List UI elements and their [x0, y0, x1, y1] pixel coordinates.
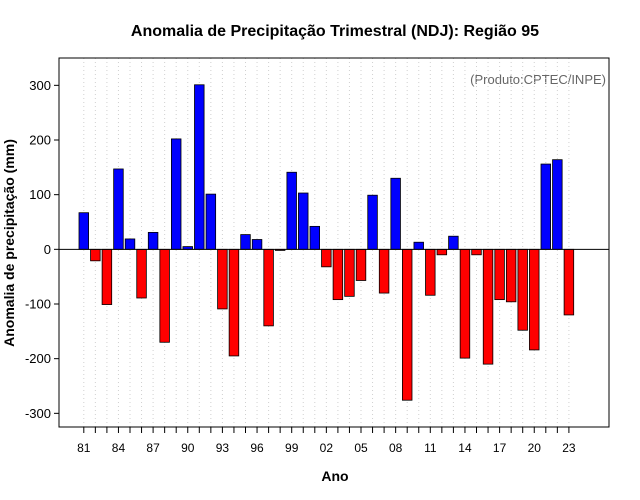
y-tick-label: -100: [25, 297, 51, 312]
bar-2013: [448, 235, 459, 250]
x-tick-label: 93: [216, 441, 230, 455]
x-tick-label: 87: [146, 441, 160, 455]
bar-1991: [194, 84, 205, 250]
bar-2015: [471, 248, 482, 256]
bar-2011: [425, 248, 436, 296]
chart-title: Anomalia de Precipitação Trimestral (NDJ…: [131, 23, 539, 40]
x-tick-label: 17: [493, 441, 507, 455]
y-tick-label: 200: [29, 133, 51, 148]
bar-2005: [355, 248, 367, 281]
x-tick-label: 05: [354, 441, 368, 455]
bar-2001: [309, 225, 321, 250]
bar-2012: [436, 248, 448, 256]
bar-1989: [170, 138, 182, 250]
x-tick-label: 84: [112, 441, 126, 455]
axes: -300 -200 -100 0 100 200 300 81 84 87 90 93 96 99 02 05…: [25, 78, 609, 455]
bar-1997: [263, 248, 274, 327]
x-tick-label: 11: [424, 441, 437, 455]
bar-1999: [286, 171, 297, 250]
bar-1987: [147, 231, 159, 250]
bar-2009: [401, 248, 413, 401]
bar-2002: [321, 248, 332, 268]
y-tick-label: 0: [44, 242, 51, 257]
bar-1982: [90, 248, 101, 262]
y-axis-label: Anomalia de precipitação (mm): [1, 139, 17, 347]
x-axis-label: Ano: [321, 468, 348, 484]
bar-1984: [113, 168, 124, 250]
x-tick-label: 99: [285, 441, 299, 455]
x-tick-label: 81: [77, 441, 91, 455]
x-tick-label: 02: [320, 441, 334, 455]
x-tick-label: 20: [528, 441, 542, 455]
bar-2022: [552, 159, 563, 250]
bar-2008: [390, 177, 401, 250]
y-tick-label: 100: [29, 187, 51, 202]
bar-2021: [540, 163, 552, 250]
bar-1996: [251, 239, 263, 250]
bar-2017: [494, 248, 505, 301]
x-tick-label: 96: [250, 441, 264, 455]
bar-1988: [159, 248, 170, 343]
bar-2014: [459, 248, 471, 359]
source-annotation: (Produto:CPTEC/INPE): [470, 72, 606, 87]
bar-2003: [332, 248, 344, 301]
bar-1992: [205, 193, 217, 250]
y-tick-label: 300: [29, 78, 51, 93]
bar-1986: [136, 248, 147, 299]
bar-1993: [217, 248, 228, 310]
x-tick-label: 90: [181, 441, 195, 455]
bar-2018: [505, 248, 517, 303]
bar-1981: [78, 212, 90, 250]
bar-2023: [563, 248, 575, 316]
y-tick-label: -300: [25, 406, 51, 421]
bar-1995: [240, 234, 251, 250]
bars: [78, 84, 575, 401]
x-tick-label: 23: [562, 441, 576, 455]
bar-2016: [482, 248, 494, 365]
bar-2020: [529, 248, 540, 351]
y-tick-label: -200: [25, 351, 51, 366]
bar-2007: [378, 248, 390, 294]
bar-2000: [298, 192, 309, 250]
x-tick-label: 14: [458, 441, 472, 455]
bar-2004: [344, 248, 355, 297]
plot-frame: [58, 57, 610, 428]
x-tick-label: 08: [389, 441, 403, 455]
bar-2010: [413, 241, 424, 250]
bar-2006: [367, 194, 378, 250]
bar-1983: [101, 248, 113, 305]
bar-2019: [517, 248, 528, 331]
bar-1985: [124, 238, 136, 250]
bar-1994: [228, 248, 240, 357]
